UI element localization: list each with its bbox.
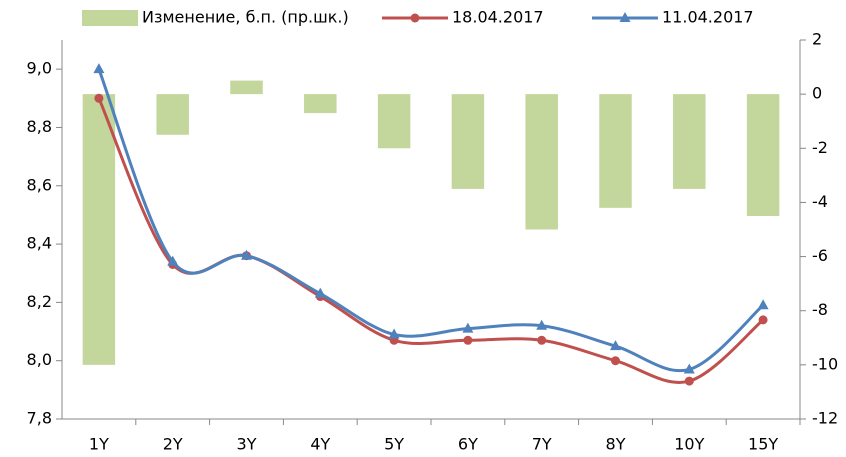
bar (525, 94, 558, 230)
x-tick-label: 5Y (384, 435, 404, 454)
y-tick-label: 8,4 (27, 234, 52, 253)
marker (537, 335, 547, 345)
x-tick-label: 6Y (458, 435, 478, 454)
marker (94, 93, 104, 103)
bar (599, 94, 632, 208)
x-tick-label: 1Y (89, 435, 109, 454)
bar (230, 80, 263, 95)
marker (610, 340, 621, 351)
x-tick-label: 2Y (163, 435, 183, 454)
y2-tick-label: 2 (812, 30, 822, 49)
legend-label: Изменение, б.п. (пр.шк.) (142, 8, 349, 27)
legend-swatch (82, 10, 138, 26)
legend-label: 18.04.2017 (452, 8, 544, 27)
bar (673, 94, 706, 189)
x-tick-label: 3Y (237, 435, 257, 454)
bar (377, 94, 411, 149)
marker (167, 255, 179, 266)
y2-tick-label: -12 (812, 409, 838, 428)
bar (451, 94, 485, 189)
bar (82, 94, 116, 365)
marker (388, 328, 400, 339)
bar (156, 94, 189, 135)
y-tick-label: 8,8 (27, 117, 52, 136)
y-tick-label: 8,2 (27, 292, 52, 311)
x-tick-label: 8Y (606, 435, 626, 454)
y-tick-label: 8,6 (27, 175, 52, 194)
legend-marker (619, 12, 631, 22)
y-tick-label: 9,0 (27, 59, 52, 78)
bar (746, 94, 780, 216)
x-tick-label: 15Y (748, 435, 778, 454)
y-tick-label: 8,0 (27, 350, 52, 369)
bar (304, 94, 337, 114)
y2-tick-label: -4 (812, 192, 828, 211)
marker (314, 287, 326, 298)
y2-tick-label: -2 (812, 138, 828, 157)
marker (463, 335, 473, 345)
y-tick-label: 7,8 (27, 409, 52, 428)
marker (757, 299, 769, 310)
marker (684, 376, 694, 386)
y2-tick-label: -6 (812, 246, 828, 265)
y2-tick-label: -8 (812, 300, 828, 319)
x-tick-label: 10Y (674, 435, 704, 454)
y2-tick-label: -10 (812, 354, 838, 373)
marker (536, 319, 548, 330)
marker (462, 322, 474, 333)
line (97, 97, 765, 384)
line (97, 68, 765, 373)
marker (611, 356, 620, 366)
marker (241, 249, 252, 260)
marker (758, 315, 768, 325)
x-tick-label: 7Y (532, 435, 552, 454)
x-tick-label: 4Y (310, 435, 330, 454)
legend-label: 11.04.2017 (662, 8, 754, 27)
y2-tick-label: 0 (812, 84, 822, 103)
marker (93, 63, 105, 74)
marker (683, 363, 695, 374)
legend-marker (410, 13, 420, 23)
